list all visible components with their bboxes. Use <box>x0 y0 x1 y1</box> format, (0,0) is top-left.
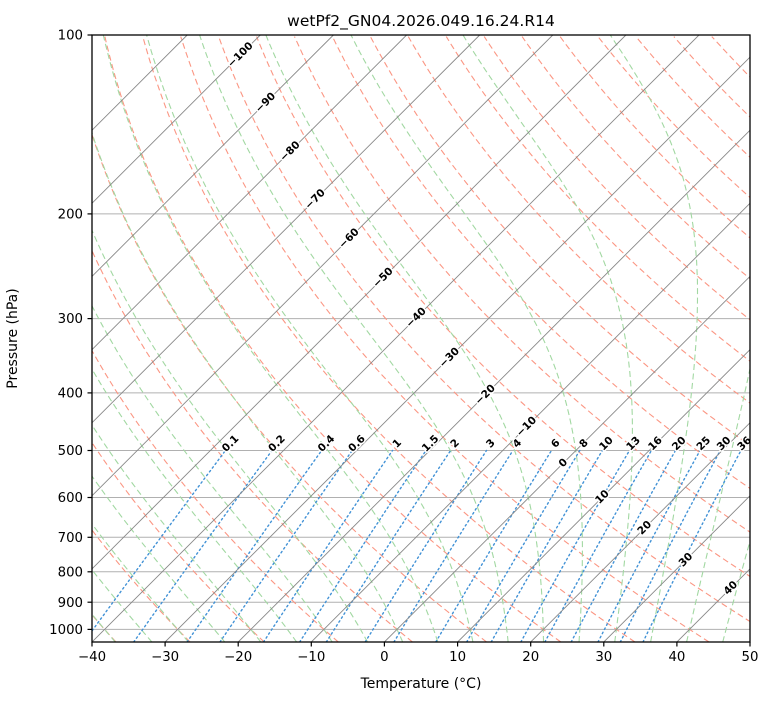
plot-title: wetPf2_GN04.2026.049.16.24.R14 <box>287 12 555 31</box>
moist-adiabat <box>687 35 775 642</box>
x-tick-label: −30 <box>151 650 179 665</box>
dry-adiabat <box>484 37 775 642</box>
dry-adiabat <box>105 37 561 642</box>
moist-adiabat <box>723 35 775 642</box>
isotherm-line <box>604 35 775 642</box>
dry-adiabat <box>333 37 775 642</box>
y-tick-label: 500 <box>58 444 83 459</box>
isotherm-line <box>0 35 407 642</box>
mixing-ratio-label: 6 <box>549 437 563 451</box>
mixing-ratio-line <box>220 451 352 643</box>
isotherm-line <box>458 35 775 642</box>
moist-adiabat <box>0 35 5 642</box>
mixing-ratio-label: 1 <box>390 437 404 451</box>
mixing-ratio-line <box>571 451 675 643</box>
isotherm-line <box>165 35 772 642</box>
x-axis-label: Temperature (°C) <box>360 676 482 692</box>
mixing-ratio-label: 0.1 <box>220 433 242 455</box>
isotherm-line <box>384 35 775 642</box>
isotherm-line <box>531 35 775 642</box>
isotherm-line <box>677 35 775 642</box>
dry-adiabat <box>67 37 487 642</box>
x-tick-label: −20 <box>224 650 252 665</box>
isotherm-line <box>0 35 553 642</box>
y-tick-label: 700 <box>58 531 83 546</box>
isotherm-line <box>92 35 699 642</box>
isotherm-line <box>0 35 480 642</box>
mixing-ratio-label: 1.5 <box>420 433 442 455</box>
x-tick-label: 30 <box>595 650 612 665</box>
moist-adiabat <box>610 35 697 642</box>
dry-adiabat <box>257 37 775 642</box>
y-tick-label: 600 <box>58 491 83 506</box>
dry-adiabat <box>636 37 775 642</box>
x-tick-label: −40 <box>78 650 106 665</box>
plot-border <box>92 35 750 642</box>
isotherm-line <box>19 35 626 642</box>
mixing-ratio-label: 8 <box>577 437 591 451</box>
mixing-ratio-label: 2 <box>448 437 462 451</box>
axes-frame <box>92 35 750 642</box>
isotherm-line <box>0 35 187 642</box>
x-tick-label: 40 <box>668 650 685 665</box>
moist-adiabat <box>8 35 332 642</box>
y-tick-label: 200 <box>58 208 83 223</box>
mixing-ratio-line <box>365 451 486 643</box>
dry-adiabat <box>522 37 775 642</box>
y-tick-label: 300 <box>58 312 83 327</box>
dry-adiabat <box>143 37 635 642</box>
mixing-ratio-label: 0.6 <box>346 433 368 455</box>
moist-adiabat <box>463 35 632 642</box>
dry-adiabat <box>560 37 775 642</box>
x-tick-label: 0 <box>380 650 388 665</box>
background-isolines <box>0 35 775 642</box>
moist-adiabat <box>0 35 152 642</box>
mixing-ratio-label: 0.2 <box>266 433 288 455</box>
mixing-ratio-line <box>326 451 450 643</box>
isotherm-line <box>0 35 333 642</box>
dry-adiabat <box>674 37 775 642</box>
y-tick-label: 400 <box>58 387 83 402</box>
y-tick-label: 1000 <box>49 623 83 638</box>
moist-adiabat <box>36 35 368 642</box>
dry-adiabat <box>750 37 775 642</box>
dry-adiabat <box>295 37 775 642</box>
dry-adiabat <box>29 37 413 642</box>
mixing-ratio-line <box>643 451 741 643</box>
moist-adiabat <box>0 35 189 642</box>
y-tick-label: 800 <box>58 565 83 580</box>
dry-adiabat <box>370 37 775 642</box>
y-tick-label: 100 <box>58 29 83 44</box>
isotherm-line <box>750 35 775 642</box>
mixing-ratio-label: 3 <box>484 437 498 451</box>
dry-adiabat <box>219 37 775 642</box>
mixing-ratio-label: 0.4 <box>316 433 338 455</box>
x-tick-label: 50 <box>742 650 759 665</box>
x-tick-label: 20 <box>522 650 539 665</box>
x-tick-label: 10 <box>449 650 466 665</box>
dry-adiabat <box>0 37 338 642</box>
moist-adiabat <box>67 35 403 642</box>
x-tick-label: −10 <box>297 650 325 665</box>
dry-adiabat <box>446 37 775 642</box>
mixing-ratio-line <box>598 451 700 643</box>
y-tick-label: 900 <box>58 596 83 611</box>
isotherm-label: −100 <box>225 40 255 70</box>
moist-adiabat <box>103 35 438 642</box>
dry-adiabat <box>408 37 775 642</box>
y-axis-label: Pressure (hPa) <box>5 288 21 388</box>
